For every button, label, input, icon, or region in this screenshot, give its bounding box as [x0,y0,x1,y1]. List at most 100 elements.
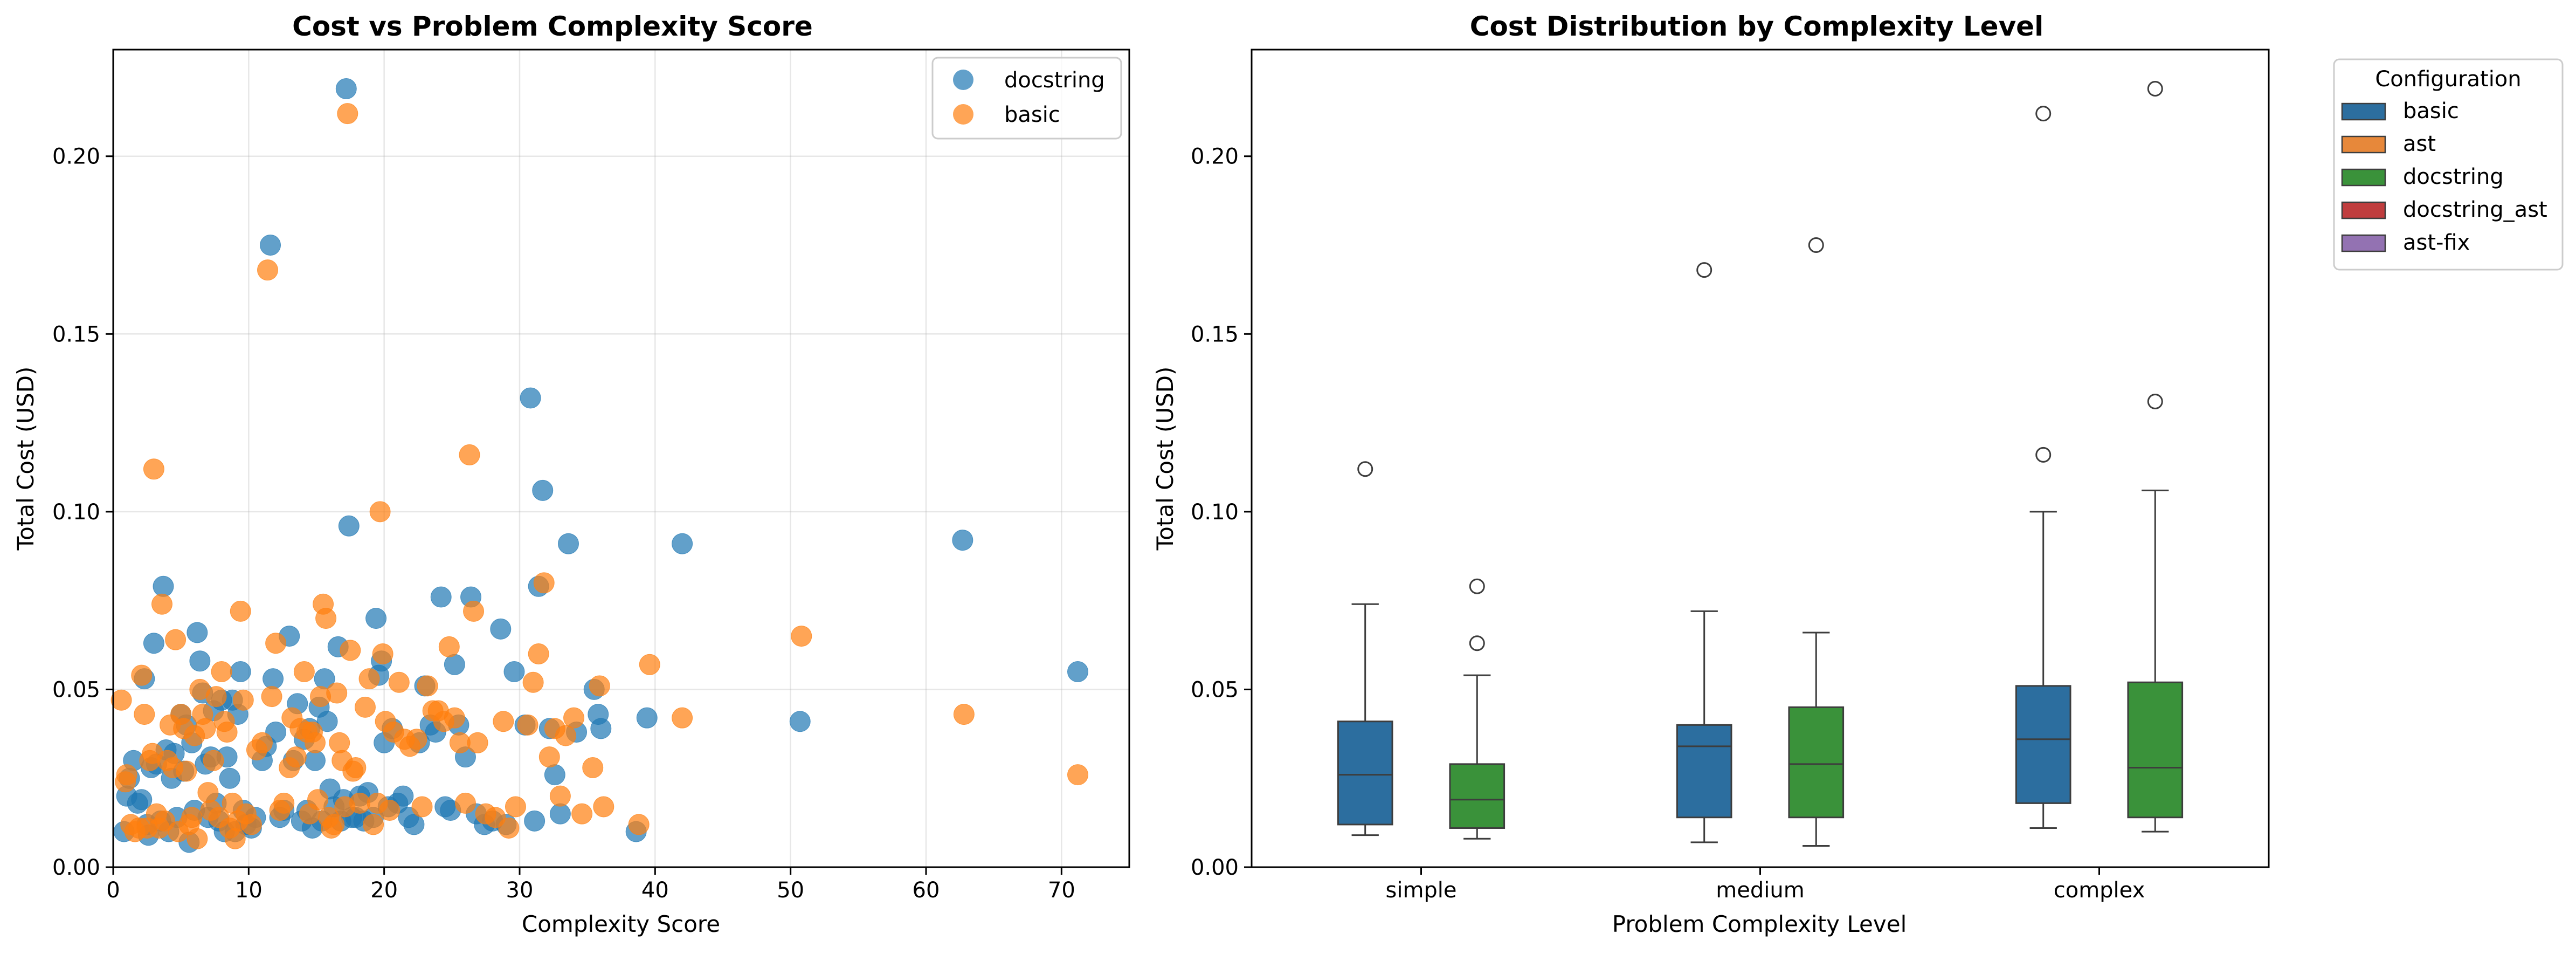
box-x-tick-label-complex: complex [2054,878,2145,903]
scatter-point-docstring [503,661,525,682]
scatter-point-basic [293,661,315,682]
box-outlier [2035,106,2052,122]
scatter-x-tick-label: 70 [1048,878,1075,903]
scatter-point-docstring [153,575,174,597]
scatter-point-basic [111,689,132,711]
scatter-x-tick-label: 50 [777,878,804,903]
scatter-point-basic [187,828,208,849]
scatter-point-basic [285,746,307,768]
scatter-point-docstring [143,633,164,654]
legend-swatch-ast-fix [2341,234,2386,252]
box-iqr [1676,724,1732,819]
legend-swatch-basic [2341,102,2386,121]
legend-swatch-docstring [2341,168,2386,187]
scatter-point-docstring [490,618,512,640]
scatter-point-basic [672,707,693,729]
scatter-point-docstring [444,654,465,675]
scatter-point-basic [388,671,410,693]
scatter-point-docstring [304,750,326,771]
scatter-y-tick-label: 0.20 [52,145,100,169]
scatter-point-docstring [392,785,414,807]
box-y-tick-label: 0.15 [1191,322,1239,347]
scatter-point-basic [522,671,544,693]
scatter-point-docstring [789,711,811,732]
scatter-x-tick-label: 60 [913,878,940,903]
scatter-point-basic [232,689,254,711]
legend-swatch-ast [2341,135,2386,154]
scatter-point-basic [571,803,593,825]
scatter-plot-frame [112,49,1130,868]
scatter-point-docstring [672,533,693,554]
scatter-point-basic [261,686,282,708]
scatter-point-basic [143,458,164,480]
scatter-y-tick-label: 0.00 [52,855,100,880]
scatter-point-basic [438,636,460,657]
box-outlier [2147,394,2163,410]
scatter-legend: docstring basic [931,57,1122,140]
legend-label-docstring_ast: docstring_ast [2403,197,2547,222]
legend-title: Configuration [2375,67,2521,92]
box-iqr [2015,685,2071,804]
box-y-tick-label: 0.00 [1191,855,1239,880]
scatter-chart: Cost vs Problem Complexity Score 0 10 20 30… [0,0,1143,954]
scatter-point-basic [224,828,246,849]
box-medium-docstring [1788,237,1845,847]
scatter-point-basic [216,722,238,743]
scatter-point-basic [563,707,585,729]
box-y-tick-label: 0.20 [1191,145,1239,169]
box-iqr [2127,681,2184,819]
legend-marker-basic [953,104,973,125]
scatter-point-docstring [520,387,541,409]
scatter-point-basic [337,103,358,125]
box-x-tick-label-medium: medium [1716,878,1804,903]
box-complex-basic [2015,106,2071,829]
scatter-x-tick-label: 10 [235,878,263,903]
scatter-x-tick-label: 0 [106,878,120,903]
scatter-series-basic [111,103,1088,849]
scatter-point-basic [463,600,485,622]
box-iqr [1449,763,1505,829]
scatter-y-axis-label: Total Cost (USD) [12,367,39,551]
box-outlier [2035,447,2052,463]
scatter-point-docstring [636,707,658,729]
scatter-point-basic [131,664,153,686]
scatter-x-tick-label: 40 [641,878,669,903]
scatter-point-basic [582,757,604,778]
scatter-point-basic [134,704,155,725]
scatter-point-basic [369,501,391,523]
scatter-point-docstring [549,803,571,825]
scatter-point-basic [354,696,376,718]
scatter-point-basic [593,796,614,818]
scatter-point-basic [230,600,251,622]
scatter-point-docstring [219,767,240,789]
scatter-point-basic [323,814,345,835]
scatter-point-basic [340,640,361,661]
scatter-point-docstring [532,479,554,501]
box-iqr [1337,720,1393,826]
box-complex-docstring [2127,81,2184,833]
scatter-point-basic [176,760,197,782]
scatter-point-basic [417,675,438,697]
box-outlier [1469,635,1485,651]
scatter-point-basic [181,807,203,828]
scatter-point-basic [304,732,326,753]
scatter-point-basic [555,725,576,746]
scatter-point-docstring [230,661,251,682]
scatter-point-basic [549,785,571,807]
scatter-point-docstring [365,608,387,629]
scatter-x-tick-label: 20 [370,878,398,903]
legend-label-basic: basic [1004,102,1060,127]
scatter-point-docstring [544,764,565,786]
scatter-point-docstring [316,711,338,732]
scatter-point-docstring [335,78,357,100]
scatter-point-basic [205,686,227,708]
scatter-point-basic [467,732,488,753]
scatter-point-basic [454,792,476,814]
scatter-point-basic [151,593,172,615]
scatter-point-docstring [557,533,579,554]
box-y-tick-label: 0.10 [1191,500,1239,525]
scatter-x-axis-label: Complexity Score [522,911,720,937]
scatter-point-basic [240,814,262,835]
scatter-point-basic [363,814,384,835]
